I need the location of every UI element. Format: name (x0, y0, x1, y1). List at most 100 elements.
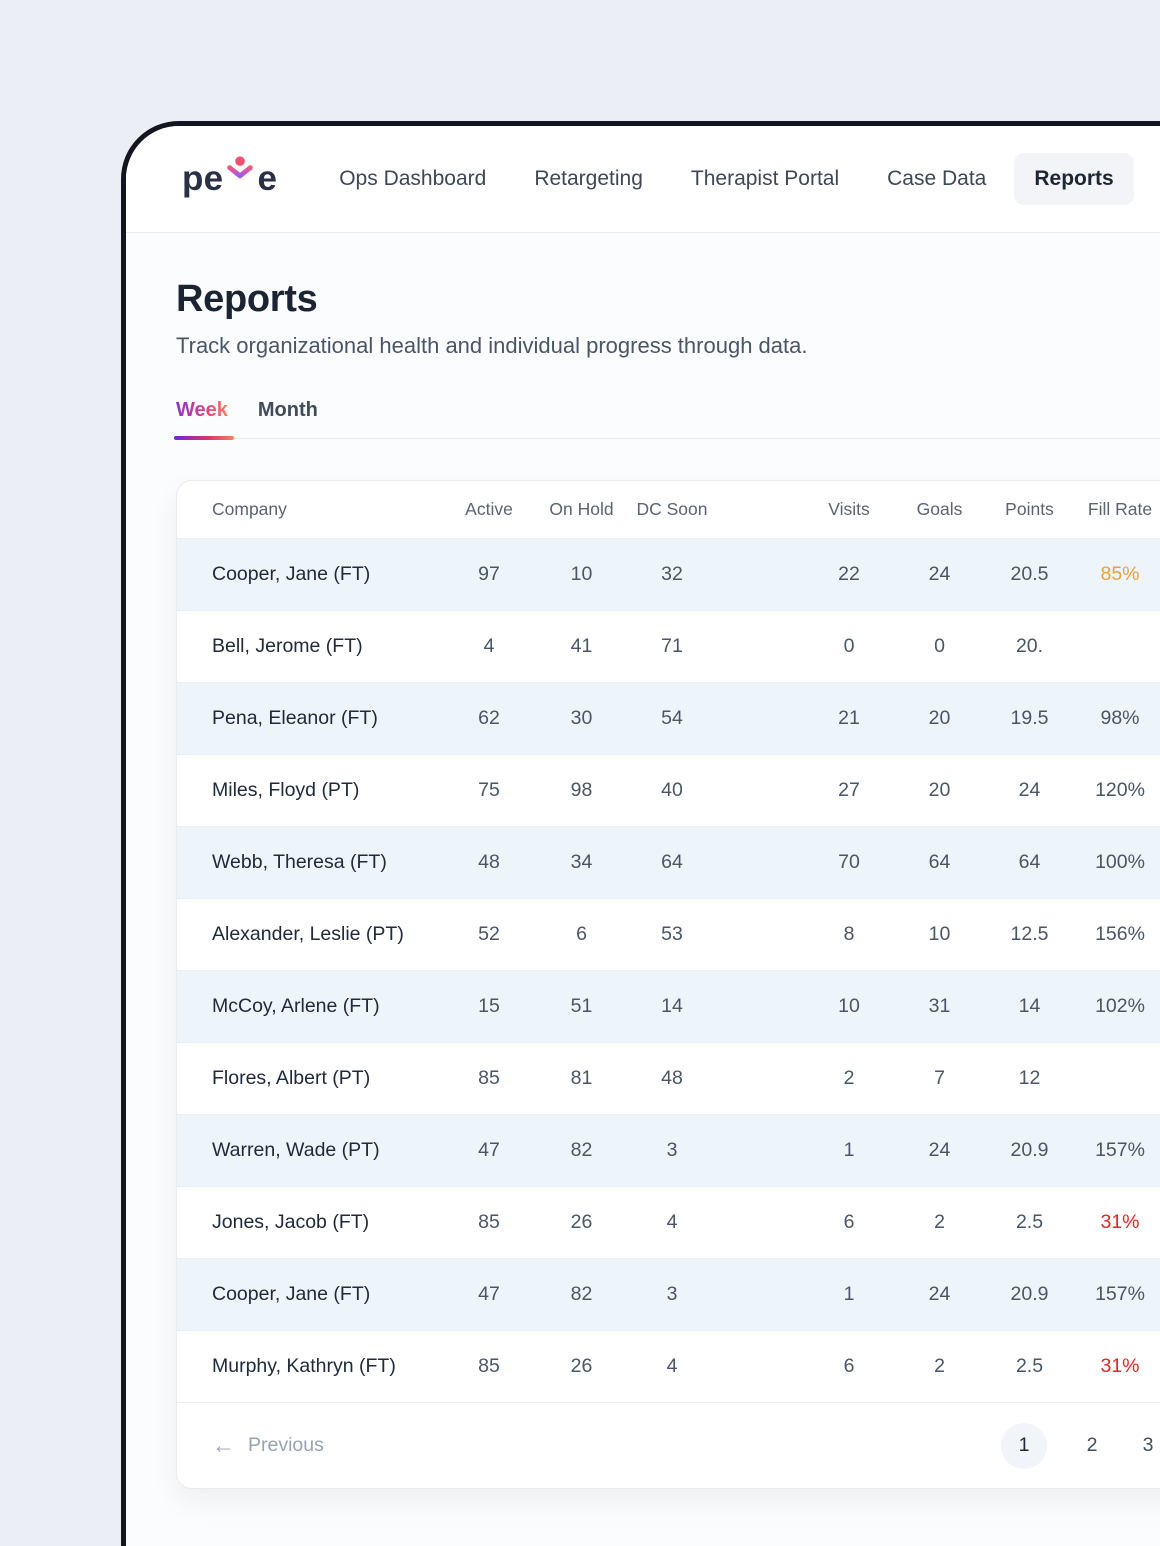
cell-company: Murphy, Kathryn (FT) (212, 1355, 396, 1377)
page-button-1[interactable]: 1 (1001, 1422, 1047, 1469)
cell-goals: 2 (934, 1355, 945, 1377)
cell-company: Cooper, Jane (FT) (212, 1283, 371, 1305)
column-header-active: Active (465, 499, 513, 519)
nav-item-therapist-portal[interactable]: Therapist Portal (690, 167, 840, 190)
page-button-3[interactable]: 3 (1142, 1434, 1154, 1456)
top-nav: pe e Ops D (126, 126, 1160, 233)
logo-text-post: e (257, 159, 278, 198)
cell-company: Flores, Albert (PT) (212, 1067, 371, 1089)
cell-visits: 1 (843, 1139, 855, 1161)
cell-dc-soon: 53 (661, 923, 683, 945)
table-row: Webb, Theresa (FT) 48 34 64 70 64 64 100% (177, 826, 1160, 898)
cell-company: Warren, Wade (PT) (212, 1139, 380, 1161)
table-row: Cooper, Jane (FT) 47 82 3 1 24 20.9 157% (177, 1258, 1160, 1330)
cell-on-hold: 26 (570, 1355, 593, 1377)
cell-fill-rate: 120% (1095, 779, 1145, 801)
pagination-pages: 1 2 3 (1001, 1422, 1159, 1469)
cell-active: 47 (478, 1283, 500, 1305)
cell-visits: 10 (838, 995, 860, 1017)
cell-fill-rate: 102% (1095, 995, 1145, 1017)
table-header-row: Company Active On Hold DC Soon Visits Goals Po… (177, 481, 1160, 538)
cell-on-hold: 81 (570, 1067, 593, 1089)
app-window: pe e Ops D (121, 121, 1160, 1546)
cell-visits: 0 (843, 635, 855, 657)
cell-fill-rate: 157% (1095, 1283, 1145, 1305)
cell-points: 19.5 (1010, 707, 1049, 729)
cell-active: 97 (478, 563, 500, 585)
cell-on-hold: 10 (570, 563, 593, 585)
cell-dc-soon: 32 (661, 563, 683, 585)
brand-logo[interactable]: pe e (182, 156, 278, 200)
cell-goals: 24 (928, 1283, 951, 1305)
table-footer: ← Previous 1 2 3 (177, 1402, 1160, 1488)
nav-item-retargeting[interactable]: Retargeting (534, 167, 643, 190)
cell-goals: 31 (928, 995, 951, 1017)
cell-company: Webb, Theresa (FT) (212, 851, 387, 873)
cell-active: 85 (478, 1067, 500, 1089)
cell-visits: 1 (843, 1283, 855, 1305)
cell-on-hold: 34 (570, 851, 593, 873)
cell-company: Miles, Floyd (PT) (212, 779, 360, 801)
cell-active: 85 (478, 1211, 500, 1233)
cell-company: Pena, Eleanor (FT) (212, 707, 378, 729)
cell-on-hold: 26 (570, 1211, 593, 1233)
table-row: Flores, Albert (PT) 85 81 48 2 7 12 (177, 1042, 1160, 1114)
cell-dc-soon: 64 (661, 851, 683, 873)
cell-active: 15 (478, 995, 500, 1017)
cell-dc-soon: 54 (661, 707, 683, 729)
cell-points: 2.5 (1015, 1211, 1044, 1233)
cell-visits: 2 (843, 1067, 855, 1089)
cell-visits: 6 (843, 1211, 855, 1233)
cell-active: 47 (478, 1139, 500, 1161)
cell-points: 20.5 (1010, 563, 1049, 585)
cell-dc-soon: 3 (666, 1139, 678, 1161)
table-row: Pena, Eleanor (FT) 62 30 54 21 20 19.5 98% (177, 682, 1160, 754)
tab-week[interactable]: Week (174, 399, 234, 440)
table-row: Alexander, Leslie (PT) 52 6 53 8 10 12.5 156% (177, 898, 1160, 970)
table-row: Bell, Jerome (FT) 4 41 71 0 0 20. (177, 610, 1160, 682)
cell-on-hold: 30 (570, 707, 593, 729)
cell-company: Bell, Jerome (FT) (212, 635, 363, 657)
cell-active: 62 (478, 707, 500, 729)
nav-item-ops-dashboard[interactable]: Ops Dashboard (339, 167, 487, 190)
cell-points: 12 (1018, 1067, 1041, 1089)
period-tabs: Week Month (174, 399, 1160, 440)
page-button-2[interactable]: 2 (1086, 1434, 1098, 1456)
cell-goals: 24 (928, 563, 951, 585)
nav-item-case-data[interactable]: Case Data (887, 167, 987, 190)
cell-fill-rate: 85% (1100, 563, 1140, 585)
previous-label: Previous (248, 1434, 324, 1456)
cell-active: 85 (478, 1355, 500, 1377)
cell-goals: 0 (934, 635, 945, 657)
nav-links: Ops Dashboard Retargeting Therapist Portal… (339, 153, 1134, 205)
cell-points: 24 (1018, 779, 1041, 801)
cell-visits: 8 (843, 923, 855, 945)
reports-table-card: Company Active On Hold DC Soon Visits Goals Po… (176, 480, 1160, 1489)
cell-on-hold: 41 (570, 635, 593, 657)
cell-points: 64 (1018, 851, 1041, 873)
cell-dc-soon: 71 (661, 635, 683, 657)
cell-dc-soon: 14 (661, 995, 683, 1017)
cell-visits: 6 (843, 1355, 855, 1377)
cell-goals: 2 (934, 1211, 945, 1233)
logo-text-pre: pe (182, 159, 224, 198)
table-row: Warren, Wade (PT) 47 82 3 1 24 20.9 157% (177, 1114, 1160, 1186)
cell-dc-soon: 3 (666, 1283, 678, 1305)
cell-active: 75 (478, 779, 500, 801)
page-subtitle: Track organizational health and individu… (176, 333, 808, 358)
table-row: McCoy, Arlene (FT) 15 51 14 10 31 14 102% (177, 970, 1160, 1042)
cell-on-hold: 98 (570, 779, 593, 801)
column-header-goals: Goals (916, 499, 963, 519)
nav-item-reports[interactable]: Reports (1014, 153, 1134, 205)
cell-company: Alexander, Leslie (PT) (212, 923, 404, 945)
main-content: Reports Track organizational health and … (126, 233, 1160, 1546)
cell-points: 2.5 (1015, 1355, 1044, 1377)
cell-points: 20.9 (1010, 1139, 1049, 1161)
column-header-on-hold: On Hold (549, 499, 614, 519)
tab-month[interactable]: Month (257, 399, 318, 421)
cell-goals: 24 (928, 1139, 951, 1161)
cell-on-hold: 51 (570, 995, 593, 1017)
cell-company: Jones, Jacob (FT) (212, 1211, 370, 1233)
previous-button[interactable]: ← Previous (212, 1434, 324, 1457)
